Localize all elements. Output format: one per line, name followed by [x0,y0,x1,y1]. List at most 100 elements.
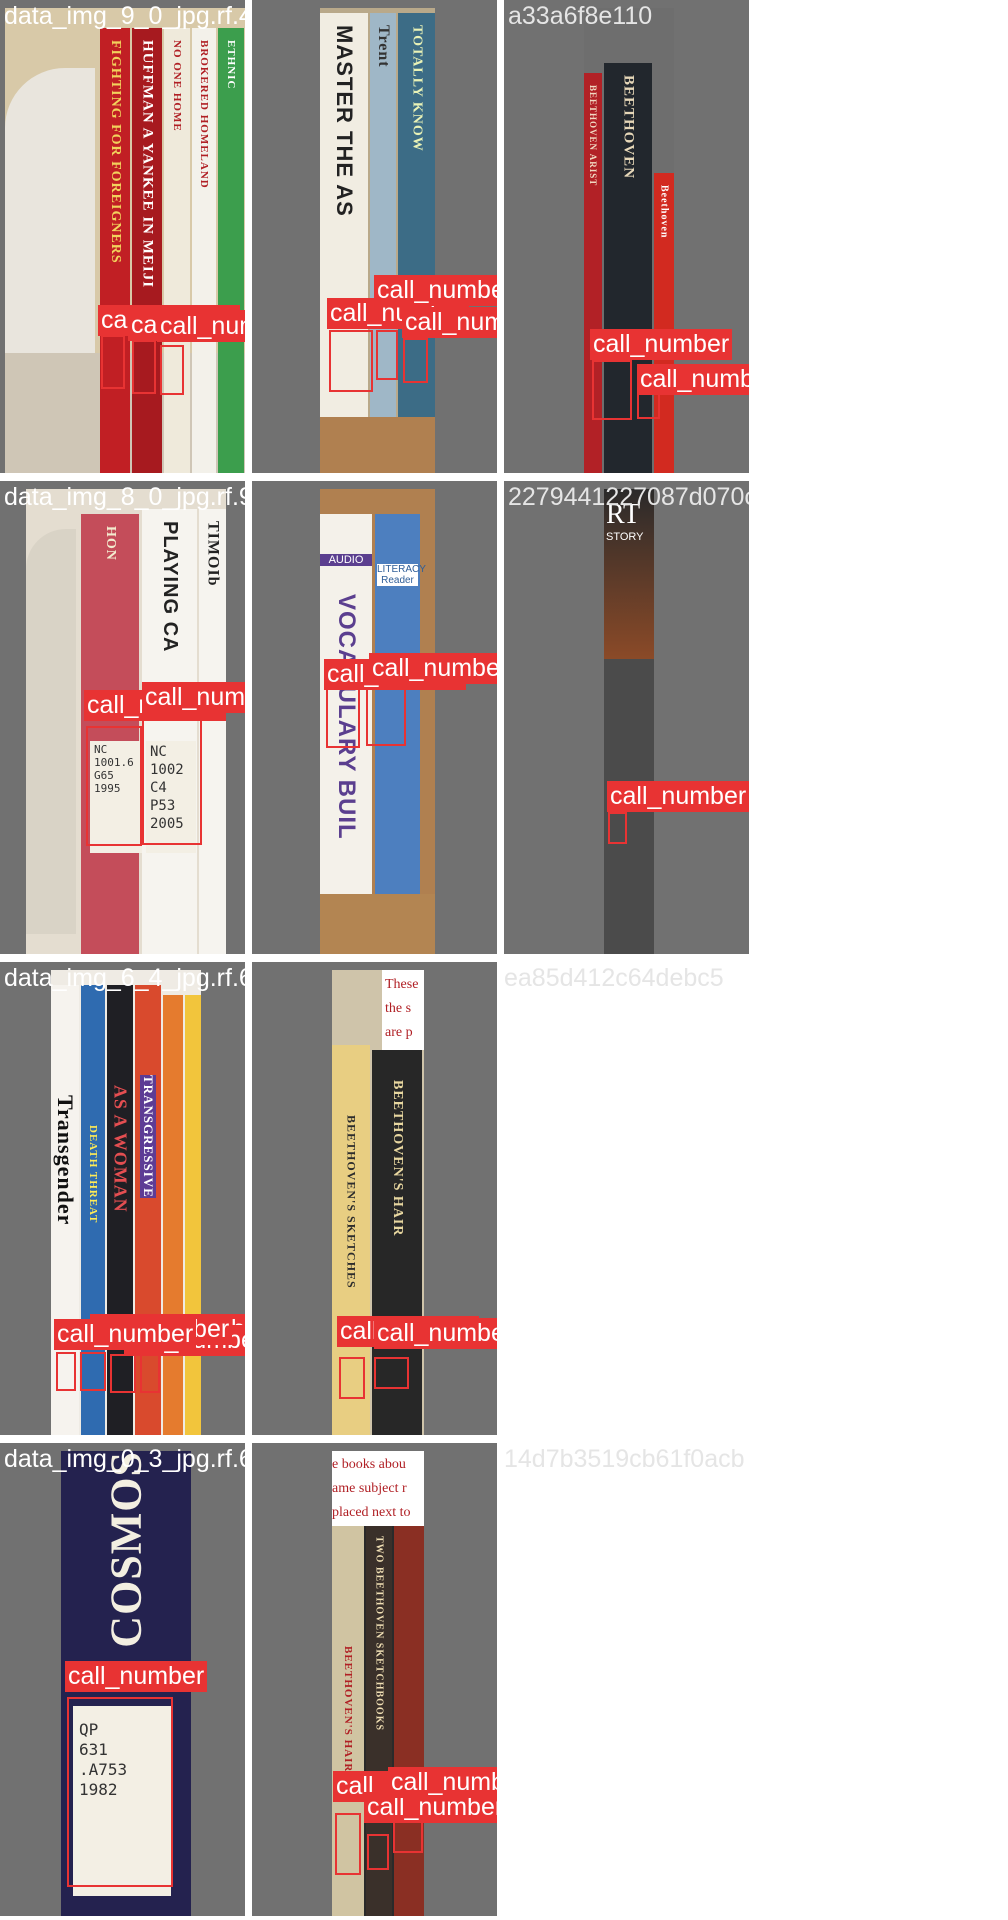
detection-box[interactable] [326,688,360,748]
tile-photo: HON PLAYING CA TIMOIb NC 1001.6 G65 1995… [26,489,226,954]
detection-box[interactable] [56,1352,76,1391]
tile-title-tail: 14d7b3519cb61f0acb [504,1445,745,1473]
image-tile[interactable]: These the s are p BEETHOVEN'S SKETCHES B… [252,962,497,1435]
shelf [320,894,435,954]
book-title: BEETHOVEN'S HAIR [342,1646,354,1773]
book-spine [185,995,201,1435]
book-spine: LITERACY Reader [375,514,426,954]
book-title: NO ONE HOME [171,40,183,132]
book-spine: MASTER THE AS [320,13,368,473]
tile-title: data_img_8_0_jpg.rf.9004f42728391e1ba7c4… [4,482,245,512]
sign-text: e books abou ame subject r placed next t… [332,1457,411,1520]
detection-box[interactable] [67,1697,173,1887]
detection-box[interactable] [366,682,406,746]
detection-box[interactable] [608,812,627,844]
tile-title-text: data_img_6_4_jpg.rf.6799065322d4801326 [4,964,245,992]
book-title: Beethoven [658,185,670,239]
book-title: TIMOIb [204,521,222,587]
tile-title [256,1,263,31]
image-tile[interactable]: FIGHTING FOR FOREIGNERS HUFFMAN A YANKEE… [0,0,245,473]
tile-title [256,482,263,512]
tile-photo: RT STORY [604,489,654,954]
book-spine: BEETHOVEN ARIST [584,73,602,473]
image-tile[interactable]: AUDIO VOCABULARY BUIL LITERACY Reader ca… [252,481,497,954]
call-number-label: QP 631 .A753 1982 [73,1706,171,1896]
sticker-text: NC 1001.6 G65 1995 [94,743,134,795]
book-title: HON [103,526,118,561]
detection-box[interactable] [374,1357,409,1389]
detection-label: call_number [142,682,245,713]
detection-box[interactable] [637,392,660,419]
book-title: TRANSGRESSIVE [140,1075,156,1198]
book-spine: TIMOIb [199,509,226,954]
tile-title [256,1444,263,1474]
book-spine: TOTALLY KNOW [398,13,435,473]
book-title: BEETHOVEN ARIST [588,85,598,187]
detection-box[interactable] [86,726,142,846]
detection-label: call_number [637,364,749,395]
tile-title: data_img_6_4_jpg.rf.6799065322d4801326 [4,963,245,993]
book-title: BEETHOVEN'S SKETCHES [344,1115,359,1289]
detection-box[interactable] [339,1357,365,1399]
sign-card: e books abou ame subject r placed next t… [332,1451,424,1526]
tile-title: data_img_0_3_jpg.rf.6ae5e6451895c5 [4,1444,245,1474]
detection-label: call_number [157,311,245,342]
image-tile[interactable]: HON PLAYING CA TIMOIb NC 1001.6 G65 1995… [0,481,245,954]
detection-box[interactable] [329,330,373,392]
image-tile[interactable]: BEETHOVEN ARIST BEETHOVEN Beethoven call… [504,0,749,473]
bookend [26,529,76,934]
book-top-art: RT STORY [604,489,654,659]
image-tile[interactable]: Transgender DEATH THREAT AS A WOMAN TRAN… [0,962,245,1435]
image-tile[interactable]: RT STORY call_number 2279441227087d070c [504,481,749,954]
book-spine: TRANSGRESSIVE [135,985,161,1435]
detection-box[interactable] [110,1354,136,1393]
sticker-text: QP 631 .A753 1982 [79,1720,128,1799]
detection-label: call_number [369,653,497,684]
book-title: RT [606,499,641,530]
book-title: MASTER THE AS [332,25,357,217]
detection-box[interactable] [80,1352,106,1391]
detection-box[interactable] [367,1834,389,1870]
book-title: Trent [375,25,392,68]
book-title: FIGHTING FOR FOREIGNERS [108,40,123,264]
tile-photo: e books abou ame subject r placed next t… [332,1451,424,1916]
detection-label: call_number [374,1318,497,1349]
book-spine: AUDIO VOCABULARY BUIL [320,514,372,954]
detection-box[interactable] [101,335,125,389]
detection-label: call_number [54,1319,197,1350]
detection-box[interactable] [393,1818,423,1853]
image-tile[interactable]: COSMOS QP 631 .A753 1982 call_number dat… [0,1443,245,1916]
book-spine: DEATH THREAT [81,985,105,1435]
tile-title: 2279441227087d070c [508,482,749,512]
detection-box[interactable] [376,330,398,380]
sticker-text: NC 1002 C4 P53 2005 [150,744,184,832]
image-tile[interactable]: MASTER THE AS Trent TOTALLY KNOW call_nu… [252,0,497,473]
tile-title-tail: ea85d412c64debc5 [504,964,724,992]
detection-box[interactable] [592,360,632,420]
tile-title-tail: a33a6f8e110 [508,2,653,30]
detection-box[interactable] [403,338,428,383]
tile-photo: MASTER THE AS Trent TOTALLY KNOW [320,8,435,473]
book-spine: Trent [370,13,396,473]
tile-title [256,963,263,993]
detection-box[interactable] [160,345,184,395]
call-number-label: NC 1002 C4 P53 2005 [146,741,196,853]
sign-card: These the s are p [382,970,424,1050]
book-title: TWO BEETHOVEN SKETCHBOOKS [373,1536,385,1732]
book-title: DEATH THREAT [87,1125,99,1224]
tile-title-text: data_img_8_0_jpg.rf.9004f42728391e1ba7c4… [4,483,245,511]
book-spine: BEETHOVEN'S SKETCHES [332,1045,370,1435]
detection-label: call_number [374,275,497,306]
detection-box[interactable] [335,1813,361,1875]
tile-photo: Transgender DEATH THREAT AS A WOMAN TRAN… [51,970,201,1435]
detection-box[interactable] [132,340,156,394]
detection-box[interactable] [140,1354,160,1393]
book-title: PLAYING CA [159,521,181,653]
book-spine: BROKERED HOMELAND [192,28,216,473]
detection-box[interactable] [142,717,202,845]
book-spine [163,995,183,1435]
detection-label: call_number [65,1661,208,1692]
tile-title-overflow: 14d7b3519cb61f0acb [504,1444,745,1474]
tile-title-text: data_img_0_3_jpg.rf.6ae5e6451895c5 [4,1445,245,1473]
image-tile[interactable]: e books abou ame subject r placed next t… [252,1443,497,1916]
